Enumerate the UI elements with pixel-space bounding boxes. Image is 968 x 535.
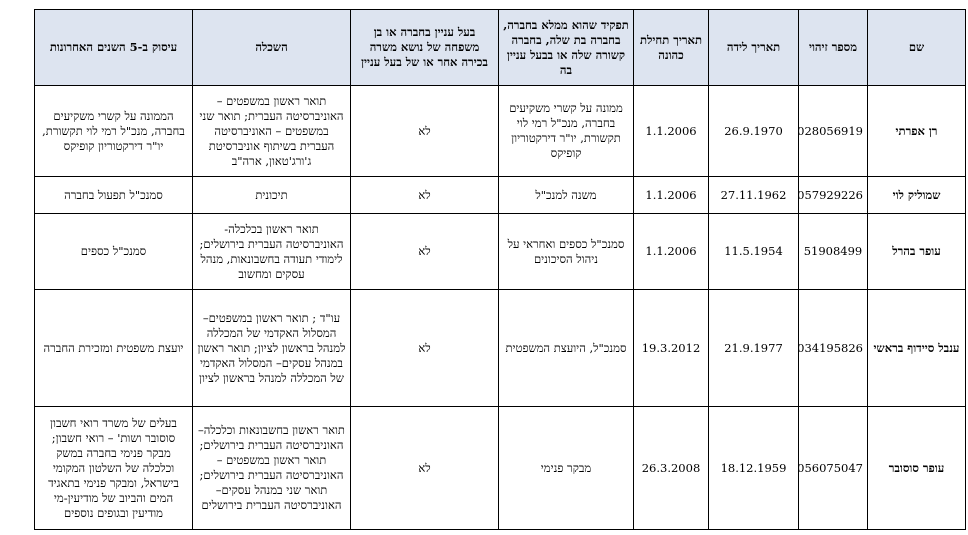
header-id: מספר זיהוי <box>798 9 868 86</box>
cell-birth-date: 27.11.1962 <box>708 176 799 214</box>
cell-employment: יועצת משפטית ומזכירת החברה <box>34 289 193 407</box>
cell-id: 056075047 <box>798 406 868 530</box>
cell-id: 057929226 <box>798 176 868 214</box>
cell-role: משנה למנכ"ל <box>498 176 634 214</box>
cell-id: 034195826 <box>798 289 868 407</box>
cell-employment: הממונה על קשרי משקיעים בחברה, מנכ"ל רמי … <box>34 85 193 177</box>
cell-interested-party: לא <box>350 406 499 530</box>
table-row: עופר סוסובר 056075047 18.12.1959 26.3.20… <box>34 406 966 530</box>
cell-interested-party: לא <box>350 176 499 214</box>
cell-role: ממונה על קשרי משקיעים בחברה, מנכ"ל רמי ל… <box>498 85 634 177</box>
cell-interested-party: לא <box>350 289 499 407</box>
cell-start-date: 1.1.2006 <box>633 213 709 290</box>
cell-employment: סמנכ"ל כספים <box>34 213 193 290</box>
cell-start-date: 26.3.2008 <box>633 406 709 530</box>
header-employment: עיסוק ב-5 השנים האחרונות <box>34 9 193 86</box>
header-row: שם מספר זיהוי תאריך לידה תאריך תחילת כהו… <box>34 9 966 86</box>
header-interested-party: בעל עניין בחברה או בן משפחה של נושא משרה… <box>350 9 499 86</box>
cell-birth-date: 11.5.1954 <box>708 213 799 290</box>
cell-start-date: 1.1.2006 <box>633 176 709 214</box>
cell-education: תיכונית <box>192 176 351 214</box>
cell-interested-party: לא <box>350 85 499 177</box>
cell-name: רן אפרתי <box>867 85 966 177</box>
cell-birth-date: 21.9.1977 <box>708 289 799 407</box>
cell-name: שמוליק לוי <box>867 176 966 214</box>
cell-name: ענבל סיידוף בראשי <box>867 289 966 407</box>
cell-role: סמנכ"ל, היועצת המשפטית <box>498 289 634 407</box>
cell-education: תואר ראשון במשפטים – האוניברסיטה העברית;… <box>192 85 351 177</box>
header-start-date: תאריך תחילת כהונה <box>633 9 709 86</box>
cell-education: עו"ד ; תואר ראשון במשפטים– המסלול האקדמי… <box>192 289 351 407</box>
cell-start-date: 19.3.2012 <box>633 289 709 407</box>
cell-education: תואר ראשון בחשבונאות וכלכלה– האוניברסיטה… <box>192 406 351 530</box>
header-role: תפקיד שהוא ממלא בחברה, בחברה בת שלה, בחב… <box>498 9 634 86</box>
cell-id: 028056919 <box>798 85 868 177</box>
cell-education: תואר ראשון בכלכלה- האוניברסיטה העברית בי… <box>192 213 351 290</box>
cell-employment: סמנכ"ל תפעול בחברה <box>34 176 193 214</box>
officers-table: שם מספר זיהוי תאריך לידה תאריך תחילת כהו… <box>34 9 966 530</box>
cell-start-date: 1.1.2006 <box>633 85 709 177</box>
table-row: רן אפרתי 028056919 26.9.1970 1.1.2006 ממ… <box>34 85 966 177</box>
cell-name: עופר סוסובר <box>867 406 966 530</box>
header-birth-date: תאריך לידה <box>708 9 799 86</box>
cell-name: עופר בהרל <box>867 213 966 290</box>
cell-interested-party: לא <box>350 213 499 290</box>
cell-role: מבקר פנימי <box>498 406 634 530</box>
table-row: עופר בהרל 51908499 11.5.1954 1.1.2006 סמ… <box>34 213 966 290</box>
cell-birth-date: 18.12.1959 <box>708 406 799 530</box>
cell-role: סמנכ"ל כספים ואחראי על ניהול הסיכונים <box>498 213 634 290</box>
header-name: שם <box>867 9 966 86</box>
cell-birth-date: 26.9.1970 <box>708 85 799 177</box>
cell-employment: בעלים של משרד רואי חשבון סוסובר ושות' – … <box>34 406 193 530</box>
header-education: השכלה <box>192 9 351 86</box>
cell-id: 51908499 <box>798 213 868 290</box>
table-row: ענבל סיידוף בראשי 034195826 21.9.1977 19… <box>34 289 966 407</box>
table-row: שמוליק לוי 057929226 27.11.1962 1.1.2006… <box>34 176 966 214</box>
